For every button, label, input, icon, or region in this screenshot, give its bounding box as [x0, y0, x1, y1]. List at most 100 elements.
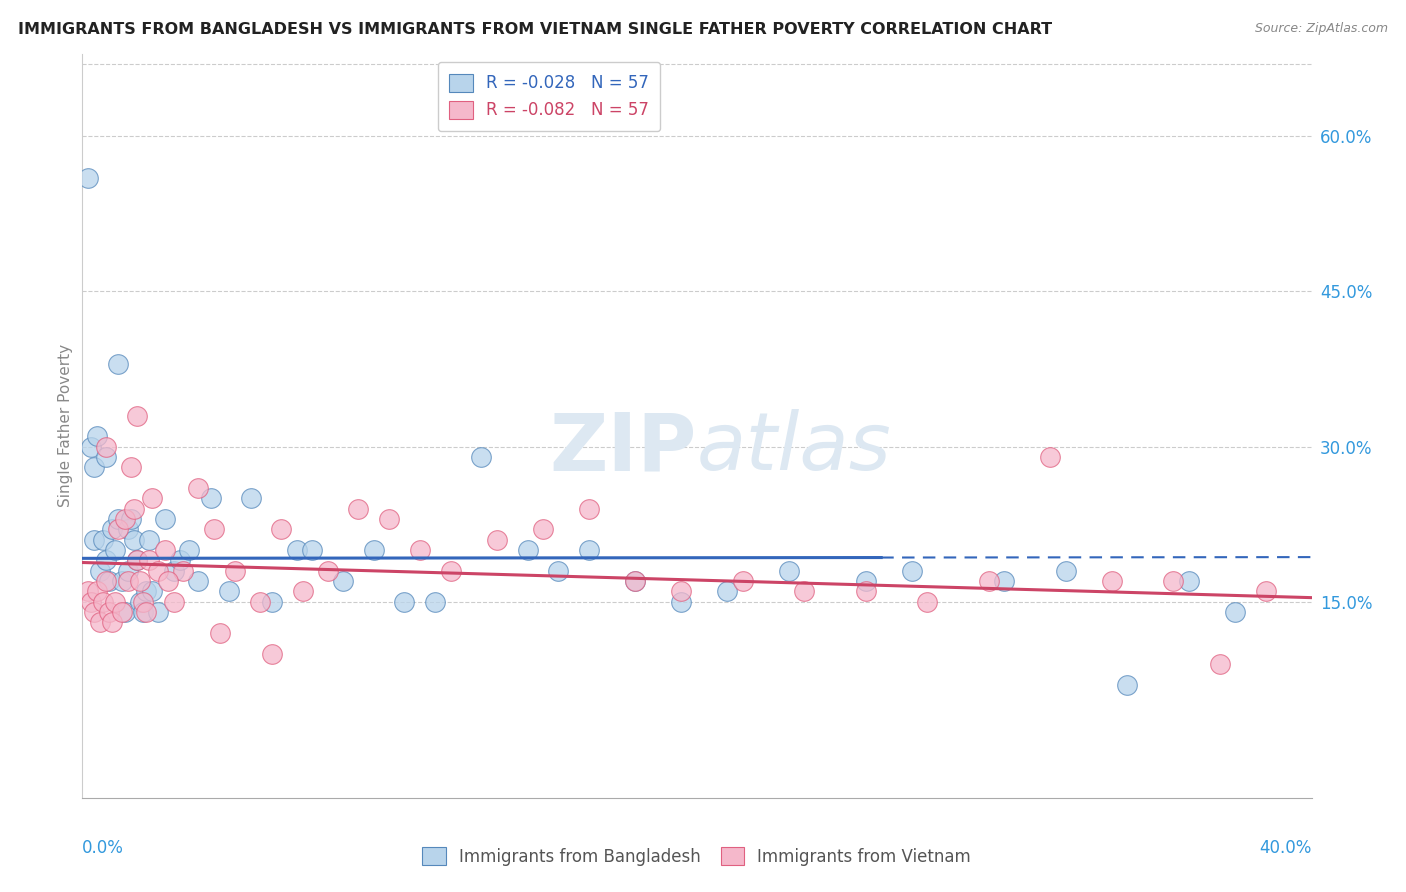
Point	[101, 615, 124, 630]
Point	[731, 574, 754, 588]
Point	[120, 512, 142, 526]
Point	[363, 543, 385, 558]
Point	[202, 522, 225, 536]
Point	[86, 429, 108, 443]
Point	[239, 491, 262, 506]
Point	[578, 543, 600, 558]
Point	[83, 460, 105, 475]
Point	[855, 574, 877, 588]
Point	[917, 595, 939, 609]
Point	[531, 522, 554, 536]
Point	[76, 170, 98, 185]
Point	[96, 450, 118, 464]
Point	[187, 481, 209, 495]
Point	[110, 605, 132, 619]
Point	[96, 574, 118, 588]
Point	[148, 564, 170, 578]
Point	[104, 543, 127, 558]
Point	[547, 564, 569, 578]
Point	[125, 553, 148, 567]
Point	[671, 584, 693, 599]
Point	[117, 574, 139, 588]
Point	[218, 584, 240, 599]
Point	[107, 357, 129, 371]
Point	[114, 605, 136, 619]
Text: ZIP: ZIP	[550, 409, 697, 487]
Point	[332, 574, 354, 588]
Point	[347, 501, 370, 516]
Point	[394, 595, 416, 609]
Point	[485, 533, 508, 547]
Point	[114, 512, 136, 526]
Point	[135, 584, 157, 599]
Point	[1116, 677, 1139, 691]
Point	[110, 574, 132, 588]
Point	[270, 522, 292, 536]
Point	[172, 564, 194, 578]
Point	[224, 564, 246, 578]
Point	[138, 533, 160, 547]
Point	[301, 543, 323, 558]
Point	[1178, 574, 1201, 588]
Point	[153, 543, 176, 558]
Y-axis label: Single Father Poverty: Single Father Poverty	[58, 344, 73, 508]
Point	[138, 553, 160, 567]
Point	[169, 553, 191, 567]
Point	[378, 512, 401, 526]
Point	[1101, 574, 1123, 588]
Text: 0.0%: 0.0%	[82, 839, 124, 857]
Point	[285, 543, 308, 558]
Point	[125, 553, 148, 567]
Point	[671, 595, 693, 609]
Point	[129, 574, 152, 588]
Point	[470, 450, 492, 464]
Point	[624, 574, 647, 588]
Point	[135, 605, 157, 619]
Point	[120, 460, 142, 475]
Point	[439, 564, 461, 578]
Text: atlas: atlas	[697, 409, 891, 487]
Text: Source: ZipAtlas.com: Source: ZipAtlas.com	[1254, 22, 1388, 36]
Legend: Immigrants from Bangladesh, Immigrants from Vietnam: Immigrants from Bangladesh, Immigrants f…	[412, 837, 981, 876]
Point	[316, 564, 339, 578]
Point	[1254, 584, 1277, 599]
Point	[80, 595, 103, 609]
Point	[104, 595, 127, 609]
Point	[425, 595, 447, 609]
Point	[125, 409, 148, 423]
Point	[793, 584, 815, 599]
Point	[187, 574, 209, 588]
Point	[578, 501, 600, 516]
Point	[83, 605, 105, 619]
Point	[855, 584, 877, 599]
Point	[91, 533, 114, 547]
Point	[148, 605, 170, 619]
Point	[292, 584, 315, 599]
Point	[117, 564, 139, 578]
Point	[141, 491, 163, 506]
Point	[200, 491, 222, 506]
Point	[98, 574, 121, 588]
Point	[96, 440, 118, 454]
Point	[122, 501, 145, 516]
Point	[76, 584, 98, 599]
Point	[778, 564, 800, 578]
Point	[141, 584, 163, 599]
Text: IMMIGRANTS FROM BANGLADESH VS IMMIGRANTS FROM VIETNAM SINGLE FATHER POVERTY CORR: IMMIGRANTS FROM BANGLADESH VS IMMIGRANTS…	[18, 22, 1053, 37]
Point	[83, 533, 105, 547]
Point	[208, 625, 231, 640]
Point	[1054, 564, 1077, 578]
Point	[409, 543, 432, 558]
Point	[107, 522, 129, 536]
Point	[129, 595, 152, 609]
Point	[91, 595, 114, 609]
Point	[132, 595, 155, 609]
Point	[101, 522, 124, 536]
Point	[624, 574, 647, 588]
Point	[249, 595, 271, 609]
Point	[132, 605, 155, 619]
Point	[179, 543, 201, 558]
Point	[89, 615, 111, 630]
Point	[1208, 657, 1230, 671]
Point	[1039, 450, 1062, 464]
